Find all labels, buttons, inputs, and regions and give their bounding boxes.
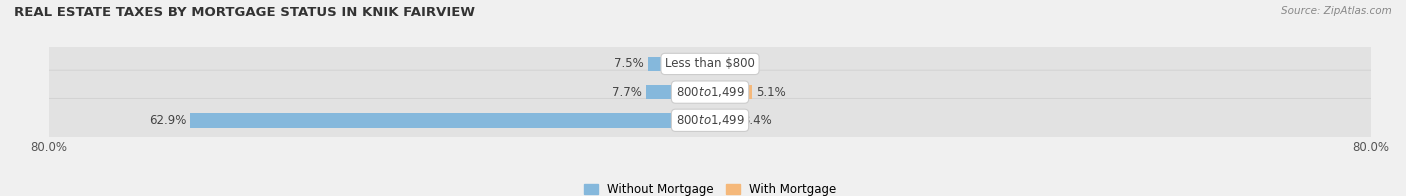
Text: $800 to $1,499: $800 to $1,499 [675, 85, 745, 99]
Bar [710, 113, 738, 128]
Text: 7.7%: 7.7% [613, 86, 643, 99]
Text: Source: ZipAtlas.com: Source: ZipAtlas.com [1281, 6, 1392, 16]
Bar [710, 85, 752, 99]
Text: 0.28%: 0.28% [717, 57, 754, 70]
FancyBboxPatch shape [46, 98, 1374, 142]
Text: 3.4%: 3.4% [742, 114, 772, 127]
Text: Less than $800: Less than $800 [665, 57, 755, 70]
FancyBboxPatch shape [46, 42, 1374, 86]
Bar [647, 85, 710, 99]
Legend: Without Mortgage, With Mortgage: Without Mortgage, With Mortgage [583, 183, 837, 196]
Text: 62.9%: 62.9% [149, 114, 187, 127]
FancyBboxPatch shape [46, 70, 1374, 114]
Text: 5.1%: 5.1% [756, 86, 786, 99]
Bar [190, 113, 710, 128]
Bar [710, 57, 713, 71]
Text: $800 to $1,499: $800 to $1,499 [675, 113, 745, 127]
Bar [648, 57, 710, 71]
Text: 7.5%: 7.5% [614, 57, 644, 70]
Text: REAL ESTATE TAXES BY MORTGAGE STATUS IN KNIK FAIRVIEW: REAL ESTATE TAXES BY MORTGAGE STATUS IN … [14, 6, 475, 19]
